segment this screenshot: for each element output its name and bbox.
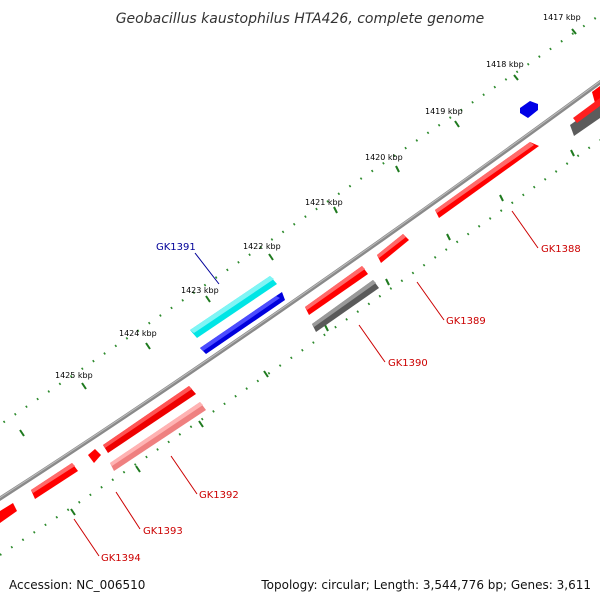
major-ticks <box>19 28 577 516</box>
gene-feature-gk1389-top <box>377 234 406 258</box>
tick-label: 1417 kbp <box>543 13 581 22</box>
gene-label-gk1388[interactable]: GK1388 <box>541 244 581 255</box>
tick-label: 1420 kbp <box>365 153 403 162</box>
genome-backbone <box>0 79 600 501</box>
gene-feature-top <box>110 402 203 466</box>
major-tick <box>263 370 269 378</box>
outer-tick-track <box>0 14 600 426</box>
gene-label-gk1389[interactable]: GK1389 <box>446 316 486 327</box>
major-tick <box>145 342 151 350</box>
tick-label: 1421 kbp <box>305 198 343 207</box>
major-tick <box>135 465 141 473</box>
major-tick <box>205 295 211 303</box>
gene-label-gk1391[interactable]: GK1391 <box>156 242 196 253</box>
genome-backbone-highlight <box>0 80 600 499</box>
leader-line-gk1394 <box>73 518 100 557</box>
gene-feature-gk1394[interactable] <box>31 463 78 499</box>
gene-feature-top <box>200 296 280 351</box>
gene-labels: GK1388 GK1389 GK1390 GK1391 GK1392 GK139… <box>101 242 581 564</box>
major-tick <box>571 28 577 35</box>
tick-label: 1423 kbp <box>181 286 219 295</box>
major-tick <box>395 165 400 173</box>
gene-leader-lines <box>73 210 539 557</box>
accession-text: Accession: NC_006510 <box>9 578 146 592</box>
major-tick <box>19 429 25 437</box>
gene-label-gk1393[interactable]: GK1393 <box>143 526 183 537</box>
tick-label: 1425 kbp <box>55 371 93 380</box>
gene-feature[interactable] <box>0 503 17 523</box>
leader-line-gk1392 <box>170 455 198 495</box>
major-tick <box>198 420 204 428</box>
inner-tick-track <box>0 139 600 556</box>
gene-feature[interactable] <box>592 86 600 103</box>
tick-label: 1424 kbp <box>119 329 157 338</box>
major-tick <box>385 278 390 286</box>
forward-strand-genes <box>190 86 600 338</box>
major-tick <box>454 120 460 128</box>
gene-feature-gk1390-top <box>305 266 365 310</box>
gene-feature[interactable] <box>110 402 206 471</box>
gene-feature-gk1389[interactable] <box>377 234 409 263</box>
gene-feature-gk1392-top <box>103 386 192 448</box>
leader-line-gk1393 <box>115 491 141 530</box>
gene-feature[interactable] <box>312 280 379 332</box>
gene-label-gk1392[interactable]: GK1392 <box>199 490 239 501</box>
gene-label-gk1390[interactable]: GK1390 <box>388 358 428 369</box>
gene-feature-gk1388[interactable] <box>435 142 539 218</box>
gene-feature-gk1391-top <box>190 276 274 333</box>
gene-feature-gk1388-top <box>435 142 534 213</box>
leader-line-gk1388 <box>511 210 539 249</box>
reverse-strand-genes <box>0 98 600 523</box>
major-tick <box>446 233 451 241</box>
tick-labels: 1417 kbp 1418 kbp 1419 kbp 1420 kbp 1421… <box>55 13 581 380</box>
gene-feature[interactable] <box>570 104 600 136</box>
major-tick <box>81 382 87 390</box>
major-tick <box>324 324 329 332</box>
gene-feature[interactable] <box>573 98 600 123</box>
leader-line-gk1389 <box>416 281 445 321</box>
leader-line-gk1391 <box>194 252 220 285</box>
gene-feature-gk1392[interactable] <box>103 386 196 453</box>
major-tick <box>513 74 519 81</box>
leader-line-gk1390 <box>358 324 386 363</box>
major-tick <box>268 253 274 261</box>
map-title: Geobacillus kaustophilus HTA426, complet… <box>116 11 485 27</box>
tick-label: 1419 kbp <box>425 107 463 116</box>
genome-summary-text: Topology: circular; Length: 3,544,776 bp… <box>261 578 591 592</box>
major-tick <box>499 194 504 202</box>
tick-label: 1418 kbp <box>486 60 524 69</box>
major-tick <box>70 508 76 516</box>
gene-feature-gk1390[interactable] <box>305 266 368 315</box>
tick-label: 1422 kbp <box>243 242 281 251</box>
gene-feature-top <box>312 280 376 327</box>
gene-label-gk1394[interactable]: GK1394 <box>101 553 141 564</box>
gene-feature-gk1394-top <box>31 463 75 493</box>
major-tick <box>333 206 338 214</box>
gene-feature-gk1393[interactable] <box>88 449 101 463</box>
gene-feature[interactable] <box>520 101 538 118</box>
major-tick <box>570 149 575 157</box>
